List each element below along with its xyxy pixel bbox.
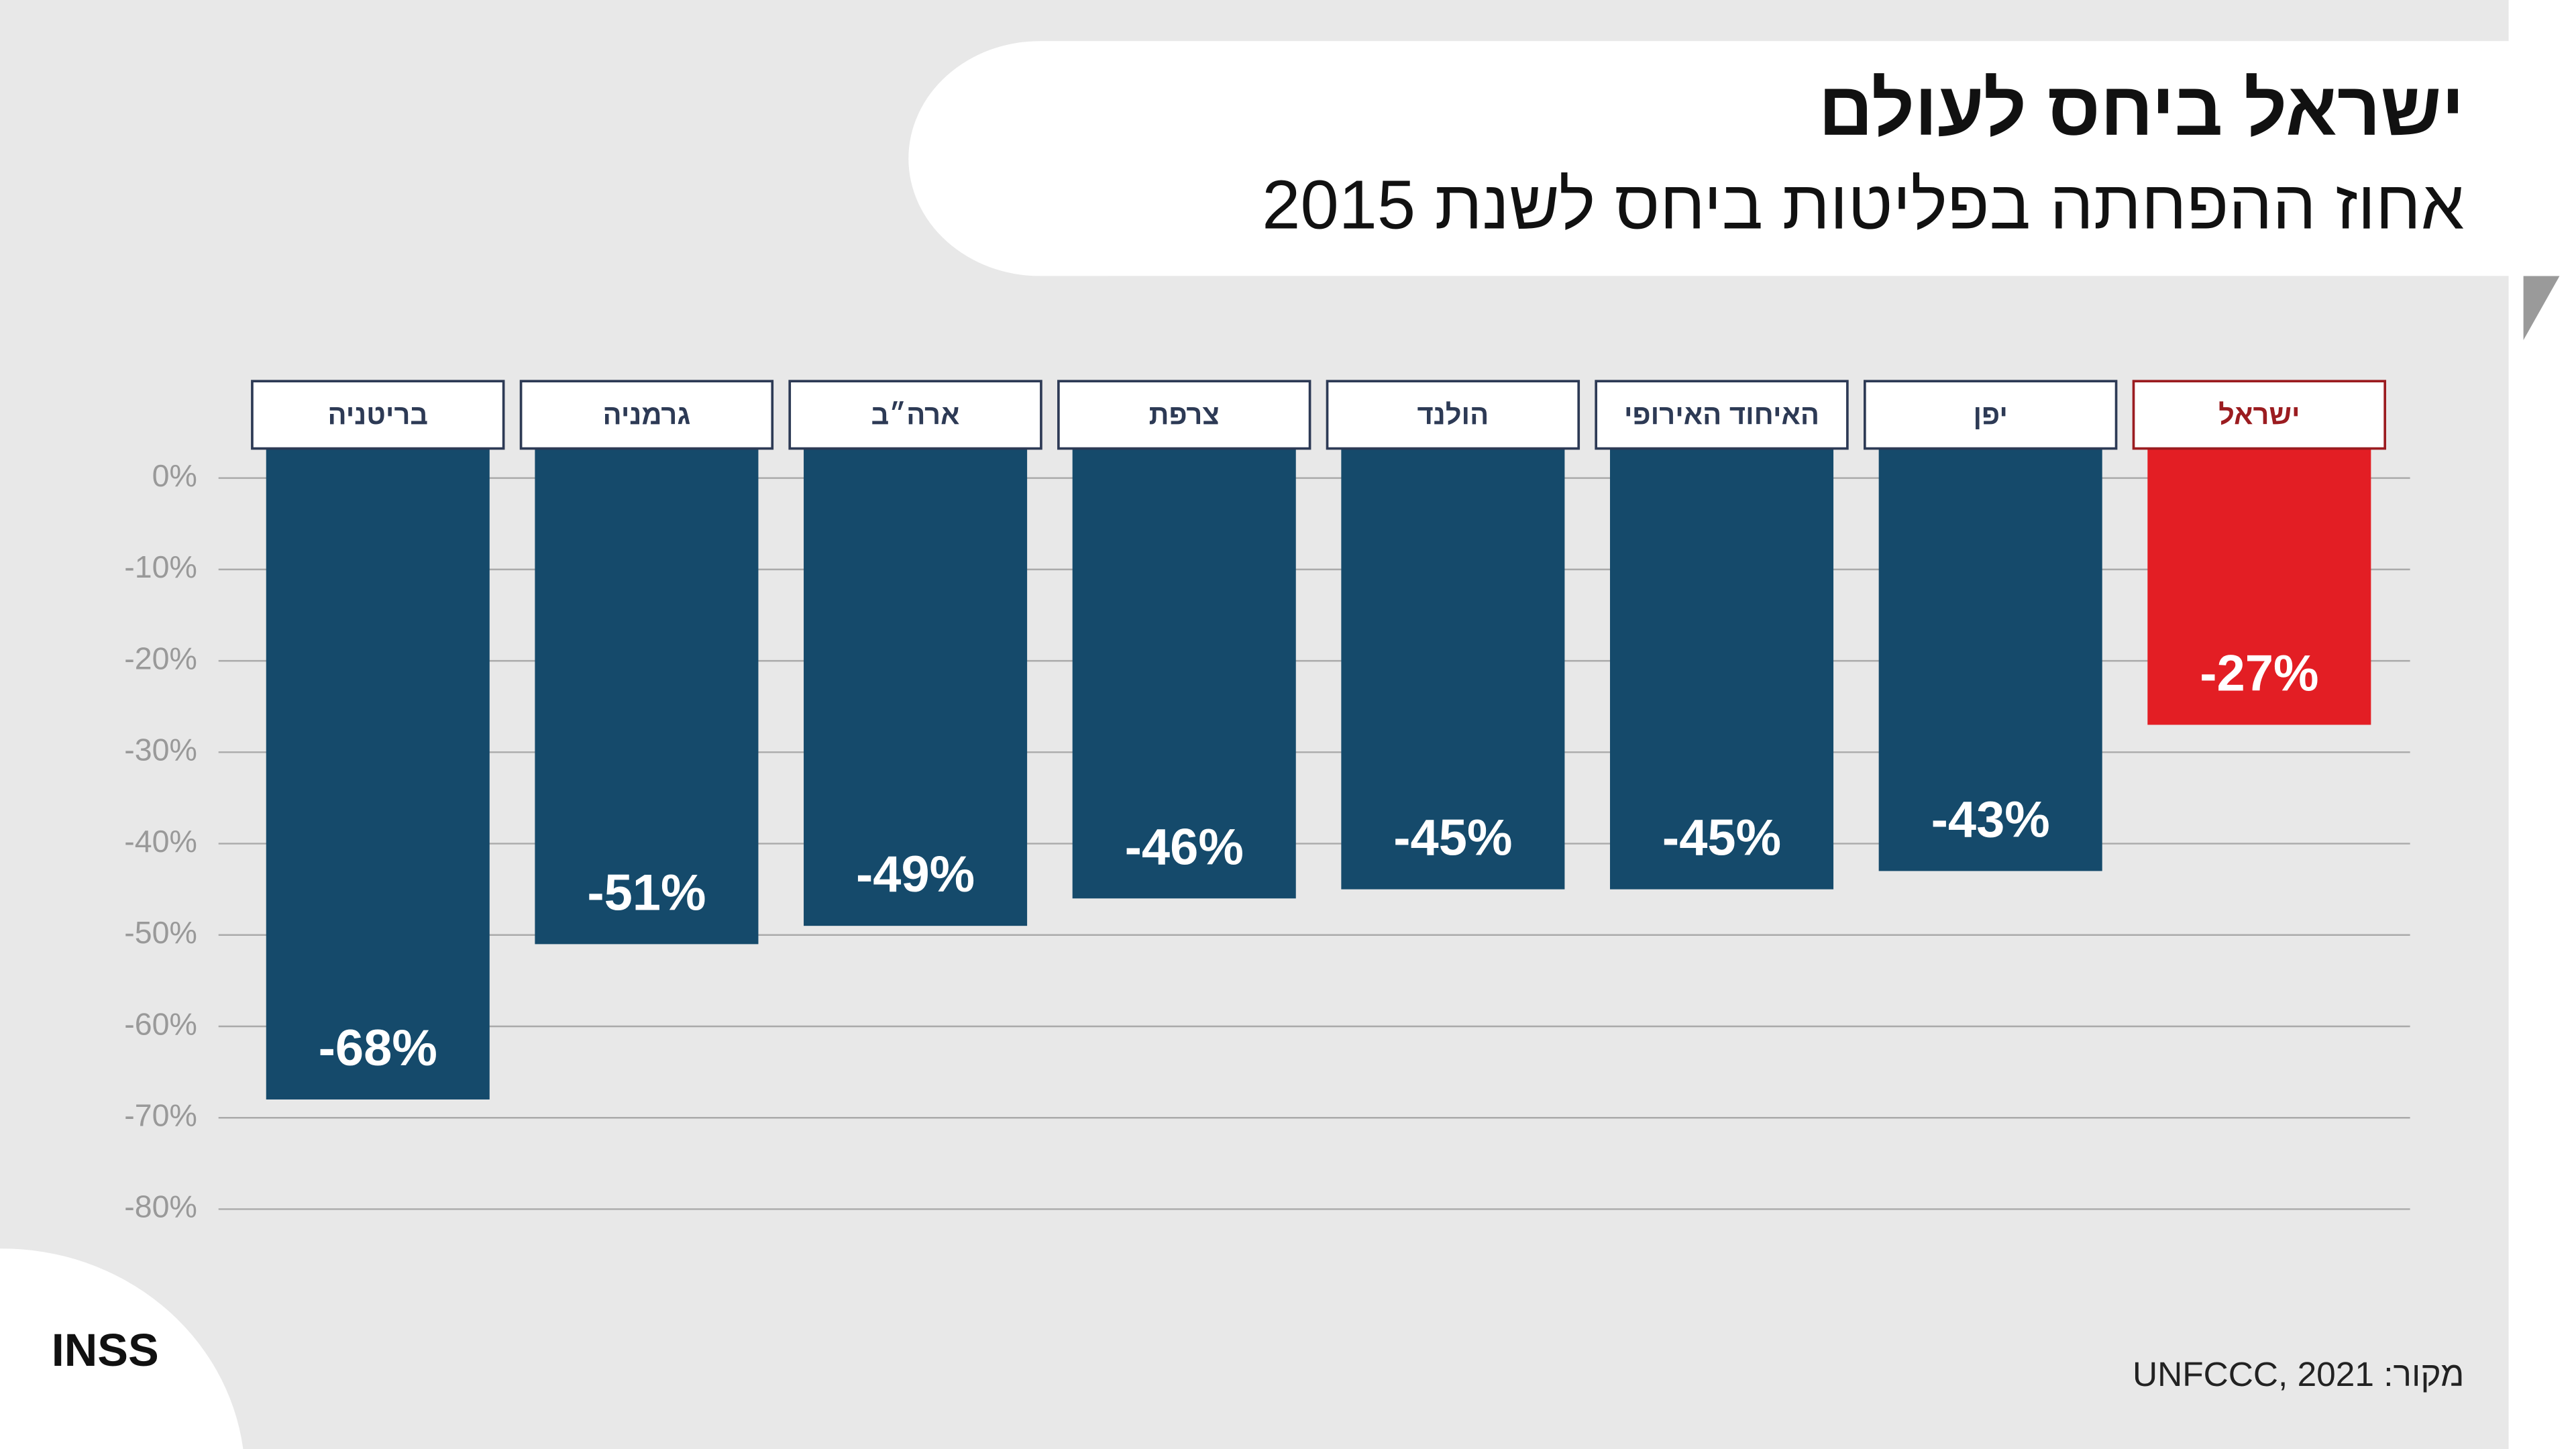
bar	[1072, 448, 1296, 899]
value-label: -45%	[1662, 810, 1781, 867]
value-label: -51%	[587, 864, 706, 921]
bar	[266, 448, 490, 1099]
chart-title: ישראל ביחס לעולם	[1819, 66, 2465, 151]
x-tick-label: יפן	[1973, 398, 2007, 430]
value-label: -43%	[1931, 791, 2050, 848]
y-tick-label: -20%	[124, 641, 197, 676]
category-box	[788, 380, 1042, 450]
bar	[1878, 448, 2102, 871]
x-tick-label: צרפת	[1149, 398, 1220, 430]
y-tick-label: 0%	[152, 458, 197, 493]
logo-corner	[0, 1248, 244, 1449]
category-box	[1595, 380, 1849, 450]
category-box	[1057, 380, 1311, 450]
value-label: -45%	[1393, 810, 1512, 867]
category-box	[519, 380, 774, 450]
bar	[804, 448, 1028, 926]
x-tick-label: ישראל	[2218, 398, 2300, 430]
value-label: -46%	[1125, 818, 1244, 875]
value-label: -68%	[319, 1020, 437, 1077]
value-label: -27%	[2200, 645, 2318, 702]
x-tick-label: הולנד	[1417, 398, 1489, 430]
title-fold	[2523, 276, 2560, 340]
x-tick-label: האיחוד האירופי	[1624, 398, 1819, 430]
x-tick-label: ארה״ב	[871, 398, 960, 430]
x-tick-label: גרמניה	[603, 398, 691, 430]
bar	[2147, 448, 2371, 725]
y-tick-label: -30%	[124, 733, 197, 767]
title-box	[908, 41, 2560, 276]
category-box	[251, 380, 505, 450]
bar	[1341, 448, 1565, 890]
bar	[1610, 448, 1834, 890]
y-tick-label: -70%	[124, 1098, 197, 1133]
y-tick-label: -10%	[124, 549, 197, 584]
bar	[535, 448, 759, 945]
value-label: -49%	[856, 846, 975, 903]
category-box	[2132, 380, 2387, 450]
y-tick-label: -40%	[124, 824, 197, 859]
y-tick-label: -50%	[124, 915, 197, 950]
x-tick-label: בריטניה	[327, 398, 428, 430]
category-box	[1863, 380, 2118, 450]
plot: 0% -10% -20% -30% -40% -50% -60% -70% -80% בריטני…	[124, 380, 2410, 1224]
logo: INSS	[52, 1324, 159, 1376]
y-tick-label: -60%	[124, 1006, 197, 1041]
category-box	[1326, 380, 1580, 450]
source: מקור: UNFCCC, 2021	[2133, 1354, 2464, 1393]
chart-subtitle: אחוז ההפחתה בפליטות ביחס לשנת 2015	[1262, 166, 2464, 244]
y-tick-label: -80%	[124, 1189, 197, 1224]
